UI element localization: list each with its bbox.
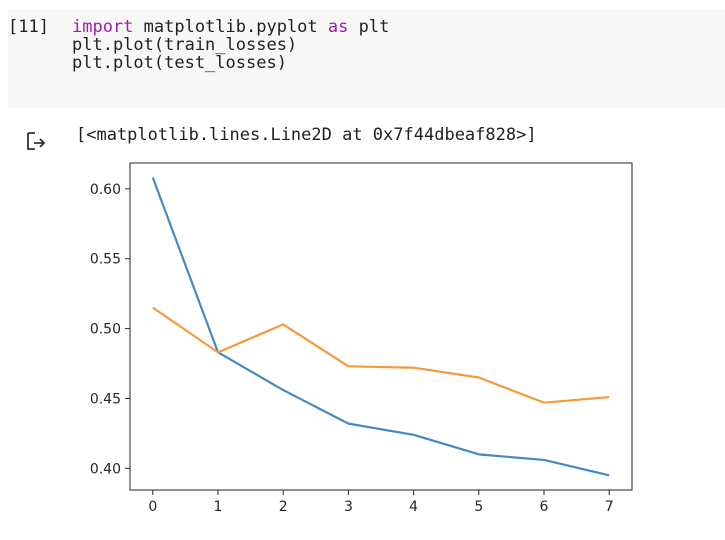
code-editor[interactable]: import matplotlib.pyplot as plt plt.plot(…	[72, 18, 389, 72]
code-text: plt.plot(test_losses)	[72, 53, 287, 73]
code-line: import matplotlib.pyplot as plt	[72, 18, 389, 36]
x-tick-label: 1	[214, 499, 223, 515]
x-tick-label: 2	[279, 499, 288, 515]
x-tick-label: 0	[148, 499, 157, 515]
code-cell[interactable]	[8, 10, 725, 108]
output-text: [<matplotlib.lines.Line2D at 0x7f44dbeaf…	[76, 125, 537, 145]
code-line: plt.plot(train_losses)	[72, 36, 389, 54]
y-tick-label: 0.55	[90, 252, 121, 268]
code-text: plt.plot(train_losses)	[72, 35, 298, 55]
series-line-1	[152, 306, 610, 404]
series-line-0	[151, 177, 610, 477]
code-keyword: import	[72, 17, 134, 37]
x-tick-label: 4	[409, 499, 418, 515]
y-tick-label: 0.45	[90, 391, 121, 407]
plot-frame	[129, 162, 633, 491]
code-text: matplotlib.pyplot	[133, 17, 328, 37]
x-tick-label: 7	[605, 499, 614, 515]
cell-execution-count: [11]	[8, 17, 49, 37]
x-tick-label: 5	[474, 499, 483, 515]
x-tick-label: 3	[344, 499, 353, 515]
y-tick-label: 0.50	[90, 322, 121, 338]
output-arrow-icon	[27, 132, 46, 150]
code-line: plt.plot(test_losses)	[72, 54, 389, 72]
code-text: plt	[348, 17, 390, 37]
code-keyword: as	[327, 17, 349, 37]
x-tick-label: 6	[540, 499, 549, 515]
y-tick-label: 0.40	[90, 461, 121, 477]
y-tick-label: 0.60	[90, 182, 121, 198]
